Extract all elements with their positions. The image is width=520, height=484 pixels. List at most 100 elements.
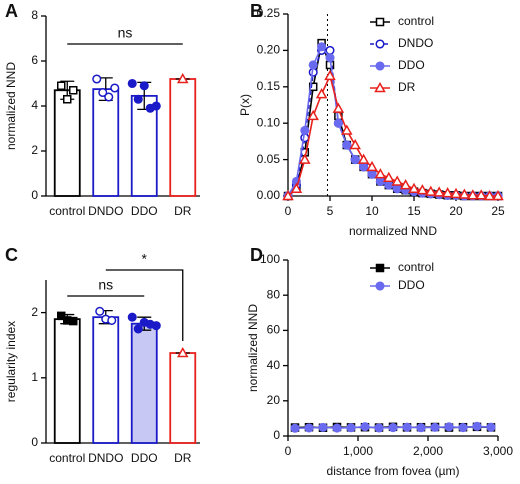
series-line: [287, 40, 498, 197]
y-tick-label: 80: [267, 287, 281, 301]
marker: [127, 312, 137, 322]
bar: [169, 78, 197, 197]
panel-letter: C: [5, 245, 18, 265]
marker: [341, 124, 353, 135]
legend-label: DR: [398, 80, 416, 94]
marker: [399, 179, 412, 190]
x-tick-label: 0: [285, 444, 292, 458]
marker: [430, 422, 440, 432]
y-tick-label: 0: [31, 188, 38, 202]
x-tick-label: control: [49, 451, 85, 465]
y-axis-label: normalized NND: [246, 304, 260, 392]
y-tick-label: 6: [31, 53, 38, 67]
marker: [307, 109, 319, 121]
marker: [349, 139, 361, 150]
series-line: [287, 45, 498, 197]
marker: [63, 95, 72, 104]
y-tick-label: 0.20: [257, 43, 281, 57]
y-tick-label: 0.15: [257, 79, 281, 93]
marker: [483, 189, 496, 201]
y-tick-label: 0.10: [257, 115, 281, 129]
marker: [151, 101, 161, 111]
y-axis-label: P(x): [238, 94, 252, 116]
marker: [416, 184, 429, 195]
x-tick-label: 5: [327, 204, 334, 218]
marker: [384, 180, 394, 190]
marker: [492, 189, 504, 201]
y-tick-label: 0: [31, 435, 38, 449]
y-axis-label: regularity index: [4, 321, 18, 402]
legend-marker: [375, 281, 385, 291]
marker: [444, 422, 454, 432]
marker: [467, 189, 479, 200]
x-tick-label: 0: [285, 204, 292, 218]
x-tick-label: control: [49, 204, 85, 218]
marker: [433, 186, 445, 197]
marker: [416, 423, 426, 433]
legend-label: DDO: [398, 278, 425, 292]
y-tick-label: 100: [260, 252, 280, 266]
marker: [300, 125, 310, 136]
marker: [441, 187, 454, 198]
y-tick-label: 20: [267, 393, 281, 407]
y-tick-label: 0.25: [257, 6, 281, 20]
panel-letter: B: [250, 1, 263, 21]
marker: [176, 346, 189, 358]
annotation: ns: [98, 277, 113, 293]
marker: [408, 182, 420, 193]
marker: [308, 60, 318, 70]
series-line: [287, 49, 498, 197]
marker: [107, 315, 117, 325]
y-tick-label: 60: [267, 323, 281, 337]
legend-marker: [375, 39, 385, 49]
marker: [391, 175, 403, 186]
marker: [366, 160, 378, 172]
marker: [359, 162, 369, 172]
marker: [350, 155, 360, 165]
marker: [333, 118, 343, 128]
x-tick-label: DR: [174, 451, 192, 465]
legend-label: control: [398, 260, 434, 274]
marker: [133, 94, 143, 104]
marker: [472, 421, 482, 431]
legend-marker: [375, 61, 385, 71]
bar: [92, 88, 120, 197]
x-axis-label: normalized NND: [349, 224, 437, 238]
marker: [282, 189, 294, 201]
panel-letter: A: [5, 1, 18, 21]
marker: [402, 422, 412, 432]
marker: [95, 306, 105, 316]
marker: [299, 153, 311, 164]
marker: [360, 422, 370, 432]
x-tick-label: 2,000: [413, 444, 443, 458]
y-axis-label: normalized NND: [4, 62, 18, 150]
panel-letter: D: [250, 245, 263, 265]
marker: [388, 423, 398, 433]
marker: [332, 102, 345, 113]
x-axis-label: distance from fovea (µm): [327, 464, 460, 478]
marker: [374, 168, 387, 179]
marker: [357, 153, 370, 164]
marker: [127, 78, 137, 89]
marker: [325, 53, 335, 63]
x-tick-label: 1,000: [343, 444, 373, 458]
y-tick-label: 2: [31, 305, 38, 319]
marker: [104, 92, 114, 102]
annotation: *: [142, 251, 148, 267]
x-tick-label: DNDO: [88, 204, 123, 218]
marker: [317, 42, 327, 52]
y-tick-label: 0.05: [257, 152, 281, 166]
marker: [392, 184, 402, 194]
marker: [342, 140, 352, 150]
marker: [367, 169, 377, 179]
marker: [458, 423, 468, 433]
marker: [110, 83, 120, 93]
x-tick-label: 15: [407, 204, 421, 218]
marker: [176, 72, 189, 84]
marker: [304, 423, 314, 433]
marker: [151, 321, 161, 331]
legend-marker: [374, 81, 386, 93]
marker: [383, 171, 395, 183]
